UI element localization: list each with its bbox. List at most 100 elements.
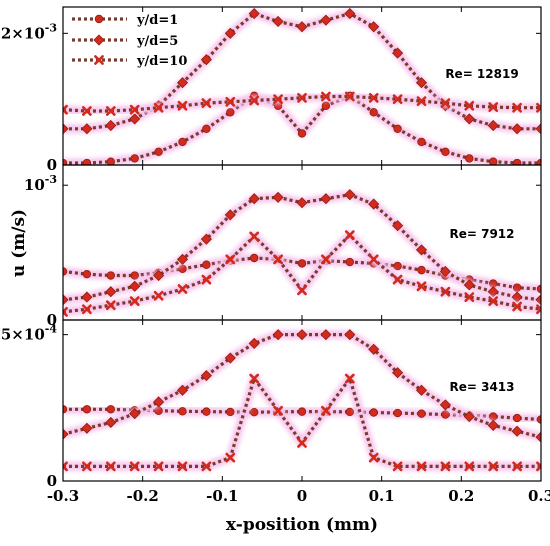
data-point [249,231,260,242]
data-point [202,407,211,416]
data-point [225,96,236,107]
data-point [512,301,522,312]
data-point [440,98,451,109]
data-point [81,291,93,303]
data-point [129,408,141,420]
legend-label: y/d=5 [136,34,178,49]
data-point [321,91,331,102]
x-tick-label: 0.3 [528,487,550,505]
x-axis-title: x-position (mm) [226,515,378,535]
data-point [129,104,140,115]
data-point [200,233,212,245]
data-point [393,408,402,418]
data-point [392,367,404,379]
data-point [106,271,115,280]
data-point [536,304,541,315]
data-point [81,123,93,135]
data-point [463,113,475,125]
data-point [129,461,140,472]
data-point [105,286,117,298]
data-point [297,92,307,103]
data-point [177,461,188,472]
data-point [297,129,307,138]
data-point [249,408,259,417]
data-point [441,410,450,419]
data-point [345,407,354,417]
data-point [417,137,426,147]
data-point [202,260,211,269]
data-point [368,254,379,265]
data-point [463,279,475,291]
data-point [201,274,212,285]
data-point [273,94,283,105]
x-tick-label: -0.1 [206,487,238,505]
data-point [273,405,283,416]
data-point [105,461,116,472]
reynolds-label: Re= 7912 [449,227,514,241]
series-y-d-5 [63,329,541,443]
series-y-d-5 [63,189,541,306]
data-point [321,405,331,416]
series-line [63,94,541,113]
data-point [321,101,331,110]
data-point [249,95,260,106]
legend-marker [93,34,105,46]
data-point [536,461,541,472]
data-point [82,304,92,315]
data-point [105,106,116,116]
data-point [320,193,332,205]
data-point [105,119,117,132]
data-point [344,329,356,341]
data-point [177,284,188,294]
data-point [226,407,235,417]
data-point [368,21,380,33]
data-point [344,8,356,20]
data-point [417,265,426,275]
data-point [393,261,402,271]
data-point [392,220,404,232]
data-point [368,452,379,463]
data-point [368,343,380,355]
y-tick-label: 0 [47,156,57,174]
data-point [273,254,283,265]
data-point [153,461,164,472]
data-point [416,96,427,107]
data-point [248,8,260,20]
data-point [200,54,212,66]
data-point [106,405,115,414]
data-point [344,230,355,240]
data-point [320,14,332,26]
data-point [489,157,498,165]
data-point [296,329,308,341]
y-tick-label: 0 [47,472,57,490]
data-point [224,27,236,39]
data-point [200,370,212,382]
x-tick-label: 0.2 [448,487,474,505]
data-point [272,191,284,203]
data-point [440,286,451,297]
data-point [369,408,378,417]
data-point [512,102,522,113]
series-y-d-10 [63,91,541,116]
data-point [153,102,164,113]
data-point [512,283,522,292]
data-point [106,157,115,165]
data-point [82,106,92,116]
data-point [176,77,189,89]
y-axis-title: u (m/s) [9,209,29,277]
legend-entry-2: y/d=5 [72,34,178,49]
data-point [344,373,355,384]
y-tick-label: 0 [47,311,57,329]
data-point [464,461,475,472]
data-point [512,413,522,423]
reynolds-label: Re= 3413 [449,380,514,394]
panel-frame-3 [62,319,542,482]
legend-label: y/d=1 [136,13,178,28]
data-point [201,98,212,109]
data-point [153,290,164,301]
data-point [512,461,522,472]
data-point [392,47,404,59]
data-point [463,411,475,423]
data-point [81,422,93,434]
